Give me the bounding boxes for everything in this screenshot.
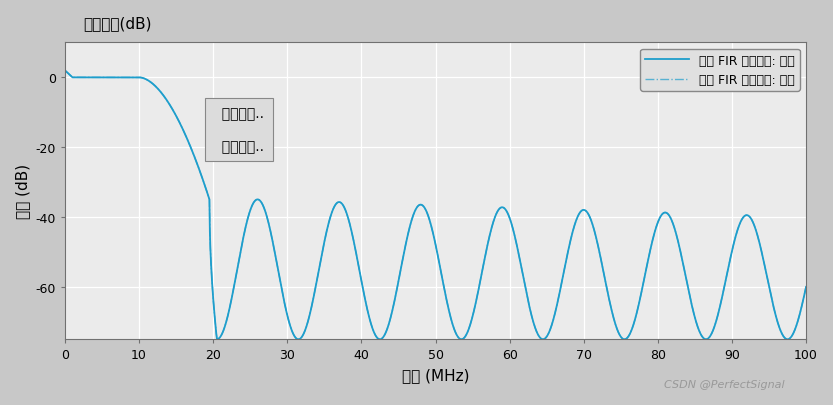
低通 FIR 最小二乘: 量化: (0.45, 1.1): 量化: (0.45, 1.1) (63, 72, 73, 77)
低通 FIR 最小二乘: 参考: (0, 2): 参考: (0, 2) (60, 69, 70, 74)
Y-axis label: 幅值 (dB): 幅值 (dB) (15, 164, 30, 219)
低通 FIR 最小二乘: 量化: (5.98, 0): 量化: (5.98, 0) (104, 76, 114, 81)
Text: 幅值响应(dB): 幅值响应(dB) (83, 16, 152, 31)
低通 FIR 最小二乘: 参考: (0.45, 1.1): 参考: (0.45, 1.1) (63, 72, 73, 77)
低通 FIR 最小二乘: 量化: (94.7, -56.8): 量化: (94.7, -56.8) (762, 274, 772, 279)
Line: 低通 FIR 最小二乘: 参考: 低通 FIR 最小二乘: 参考 (65, 71, 806, 339)
低通 FIR 最小二乘: 量化: (4.14, 0): 量化: (4.14, 0) (91, 76, 101, 81)
低通 FIR 最小二乘: 量化: (100, -60): 量化: (100, -60) (801, 285, 811, 290)
低通 FIR 最小二乘: 量化: (0, 2): 量化: (0, 2) (60, 69, 70, 74)
低通 FIR 最小二乘: 参考: (19.6, -47.8): 参考: (19.6, -47.8) (205, 242, 215, 247)
Text: CSDN @PerfectSignal: CSDN @PerfectSignal (665, 379, 785, 389)
低通 FIR 最小二乘: 量化: (97.5, -75): 量化: (97.5, -75) (782, 337, 792, 342)
低通 FIR 最小二乘: 参考: (94.7, -56.8): 参考: (94.7, -56.8) (762, 274, 772, 279)
Legend: 低通 FIR 最小二乘: 量化, 低通 FIR 最小二乘: 参考: 低通 FIR 最小二乘: 量化, 低通 FIR 最小二乘: 参考 (641, 49, 800, 92)
低通 FIR 最小二乘: 参考: (5.98, 0): 参考: (5.98, 0) (104, 76, 114, 81)
低通 FIR 最小二乘: 参考: (97.5, -75): 参考: (97.5, -75) (782, 337, 792, 342)
低通 FIR 最小二乘: 参考: (48.9, -38.9): 参考: (48.9, -38.9) (422, 211, 432, 216)
低通 FIR 最小二乘: 参考: (4.14, 0): 参考: (4.14, 0) (91, 76, 101, 81)
低通 FIR 最小二乘: 量化: (48.9, -38.9): 量化: (48.9, -38.9) (422, 211, 432, 216)
Line: 低通 FIR 最小二乘: 量化: 低通 FIR 最小二乘: 量化 (65, 71, 806, 339)
低通 FIR 最小二乘: 量化: (19.6, -47.8): 量化: (19.6, -47.8) (205, 242, 215, 247)
Text: 分析参数..

  采样频率..: 分析参数.. 采样频率.. (213, 107, 264, 153)
低通 FIR 最小二乘: 参考: (100, -60): 参考: (100, -60) (801, 285, 811, 290)
X-axis label: 频率 (MHz): 频率 (MHz) (402, 367, 469, 382)
